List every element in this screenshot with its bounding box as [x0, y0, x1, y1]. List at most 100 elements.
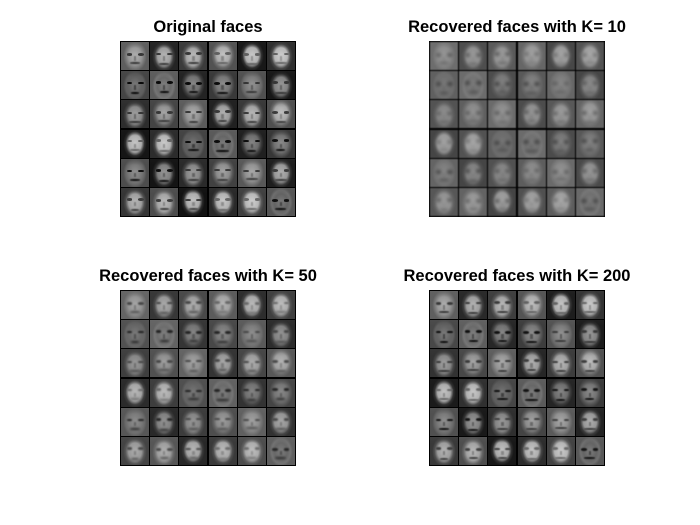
face-eye [464, 52, 471, 57]
face-shade [121, 71, 150, 78]
face-shade [208, 129, 237, 136]
face-nose [192, 172, 195, 178]
face-tile [517, 158, 546, 187]
face-mouth [246, 91, 258, 93]
face-shade [208, 187, 237, 195]
face-shade [237, 187, 266, 195]
face-eye [493, 82, 500, 87]
face-eye [523, 359, 529, 362]
face-nose [530, 114, 533, 119]
face-eye [214, 389, 220, 392]
face-nose [501, 114, 504, 119]
face-eye [435, 81, 442, 86]
face-tile [121, 129, 150, 158]
face-eye [137, 447, 144, 450]
face-mouth [496, 398, 509, 401]
face-nose [163, 85, 166, 90]
face-nose [559, 392, 562, 398]
face-shade [266, 436, 295, 444]
face-shade [179, 42, 208, 49]
face-tile [266, 320, 295, 349]
face-tile [208, 100, 237, 129]
face-eye [446, 53, 453, 58]
face-shade [266, 129, 295, 136]
face-eye [563, 360, 570, 364]
face-nose [472, 143, 475, 149]
face-shade [150, 71, 179, 78]
face-eye [196, 52, 202, 55]
face-nose [133, 363, 137, 368]
face-mouth [498, 369, 507, 372]
face-tile [121, 320, 150, 349]
face-mouth [245, 62, 258, 65]
face-eye [563, 111, 570, 116]
face-eye [552, 169, 558, 174]
face-tile [208, 407, 237, 436]
face-eye [167, 360, 173, 363]
face-eye [225, 389, 232, 392]
face-tile [430, 407, 459, 436]
face-eye [552, 330, 558, 334]
face-shade [179, 158, 208, 165]
face-eye [563, 169, 570, 174]
face-mouth [496, 61, 508, 64]
face-eye [184, 359, 191, 363]
face-shade [488, 436, 517, 444]
face-tile [488, 158, 517, 187]
face-mouth [497, 178, 508, 181]
face-eye [126, 81, 133, 85]
face-mouth [189, 120, 198, 123]
face-mouth [217, 91, 228, 94]
face-eye [446, 139, 453, 144]
face-nose [559, 450, 562, 456]
face-shade [237, 42, 266, 49]
face-eye [446, 169, 453, 174]
face-eye [493, 110, 500, 115]
face-eye [283, 139, 290, 142]
face-eye [581, 111, 588, 116]
face-eye [446, 302, 453, 305]
face-eye [272, 418, 279, 421]
face-mouth [526, 208, 537, 211]
face-nose [501, 56, 504, 61]
face-mosaic-recovered-k10 [429, 41, 605, 217]
face-eye [505, 82, 511, 87]
face-tile [546, 291, 575, 320]
face-mouth [583, 61, 597, 64]
face-eye [272, 81, 279, 84]
face-shade [266, 42, 295, 49]
face-eye [505, 331, 511, 334]
face-eye [534, 301, 541, 304]
face-eye [435, 169, 442, 174]
face-shade [237, 436, 266, 444]
face-mouth [188, 91, 199, 94]
face-mouth [159, 311, 170, 314]
face-tile [517, 320, 546, 349]
face-tile [208, 436, 237, 465]
face-nose [559, 143, 562, 149]
face-mouth [130, 62, 140, 65]
face-mouth [187, 149, 200, 152]
face-tile [430, 291, 459, 320]
face-tile [179, 407, 208, 436]
face-tile [488, 349, 517, 378]
face-eye [552, 139, 558, 144]
face-nose [250, 392, 253, 398]
face-eye [126, 53, 133, 56]
face-mouth [129, 370, 141, 373]
face-mouth [187, 310, 199, 313]
face-nose [250, 56, 253, 61]
face-nose [221, 56, 224, 61]
face-tile [546, 349, 575, 378]
face-eye [272, 330, 279, 333]
face-eye [137, 302, 144, 305]
face-tile [546, 320, 575, 349]
face-nose [501, 421, 504, 427]
face-eye [476, 388, 482, 391]
face-eye [534, 140, 541, 145]
face-tile [208, 187, 237, 216]
face-nose [279, 114, 283, 119]
face-tile [517, 407, 546, 436]
face-tile [430, 129, 459, 158]
face-shade [488, 407, 517, 414]
